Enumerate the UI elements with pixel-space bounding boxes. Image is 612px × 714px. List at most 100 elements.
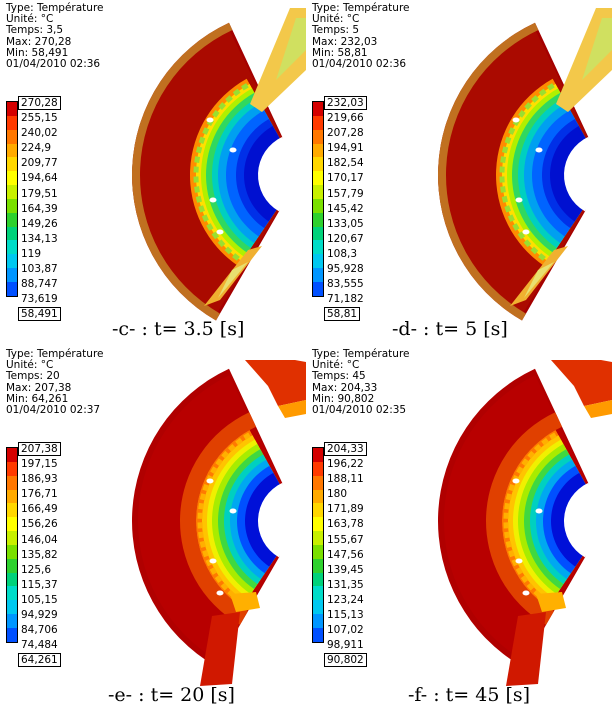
legend-color-step [313,102,323,116]
legend-value: 71,182 [327,293,364,306]
legend-value: 135,82 [21,548,58,561]
legend-value: 115,13 [327,609,364,622]
info-type: Type: Température [312,2,410,14]
legend-value: 145,42 [327,202,364,215]
legend-value: 196,22 [327,458,364,471]
legend-color-bar [312,101,324,297]
legend-color-step [7,268,17,282]
brake-disc-thermal-map [438,360,612,686]
legend-color-step [7,627,17,642]
legend-color-step [313,475,323,490]
legend-value: 73,619 [21,293,58,306]
legend-value: 146,04 [21,533,58,546]
caption-c: -c- : t= 3.5 [s] [112,318,245,340]
caption-e: -e- : t= 20 [s] [108,684,235,706]
info-max: Max: 232,03 [312,35,378,48]
legend-value: 119 [21,247,42,260]
caption-d: -d- : t= 5 [s] [392,318,508,340]
info-type: Type: Température [6,2,104,14]
legend-value: 90,802 [324,653,367,668]
legend-color-step [7,240,17,255]
panel-e: Type: Température Unité: °C Temps: 20 Max: … [0,346,306,692]
legend-value: 83,555 [327,278,364,291]
legend-value: 194,64 [21,172,58,185]
legend-value: 204,33 [324,442,367,456]
legend-value: 170,17 [327,172,364,185]
info-unit: Unité: °C [6,13,54,26]
info-date: 01/04/2010 02:36 [312,58,407,71]
legend-value: 197,15 [21,458,58,471]
legend-color-step [7,572,17,587]
info-date: 01/04/2010 02:37 [6,404,101,417]
info-time: Temps: 5 [312,24,360,37]
legend-color-bar [312,447,324,643]
legend-value: 207,28 [327,127,364,140]
legend-color-step [7,281,17,296]
legend-color-step [313,226,323,241]
legend-value: 147,56 [327,548,364,561]
legend-color-step [313,268,323,282]
info-unit: Unité: °C [312,359,360,372]
legend-color-step [313,531,323,545]
legend-color-step [7,198,17,213]
info-unit: Unité: °C [6,359,54,372]
legend-color-step [7,558,17,573]
legend-color-step [7,115,17,130]
legend-value: 105,15 [21,593,58,606]
legend-value: 64,261 [18,653,61,668]
info-max: Max: 207,38 [6,381,72,394]
legend-value: 164,39 [21,202,58,215]
legend-value: 133,05 [327,217,364,230]
legend-value: 176,71 [21,488,58,501]
panel-f: Type: Température Unité: °C Temps: 45 Max: … [306,346,612,692]
legend-color-step [313,129,323,144]
info-time: Temps: 20 [6,370,60,383]
legend-color-step [313,212,323,227]
legend-value: 139,45 [327,563,364,576]
caption-f: -f- : t= 45 [s] [408,684,531,706]
legend-value: 120,67 [327,232,364,245]
legend-value: 194,91 [327,142,364,155]
legend-color-step [7,614,17,628]
legend-color-step [7,448,17,462]
legend-color-step [313,254,323,269]
legend-value: 149,26 [21,217,58,230]
legend-value: 232,03 [324,96,367,110]
legend-value: 58,491 [18,307,61,322]
legend-color-step [313,586,323,601]
legend-color-step [7,143,17,158]
info-max: Max: 204,33 [312,381,378,394]
panel-d: Type: Température Unité: °C Temps: 5 Max: 2… [306,0,612,346]
legend-color-step [313,198,323,213]
info-min: Min: 90,802 [312,392,375,405]
legend-value: 98,911 [327,639,364,652]
info-min: Min: 58,81 [312,46,368,59]
legend-value: 115,37 [21,578,58,591]
legend-value: 180 [327,488,348,501]
legend-value: 94,929 [21,609,58,622]
legend-color-step [313,185,323,199]
legend-value: 123,24 [327,593,364,606]
info-time: Temps: 3,5 [6,24,64,37]
info-type: Type: Température [312,348,410,360]
legend-color-step [7,531,17,545]
legend-value: 74,484 [21,639,58,652]
legend-color-step [7,600,17,615]
legend-value: 88,747 [21,278,58,291]
legend-color-step [7,254,17,269]
brake-disc-thermal-map [131,8,306,321]
legend-color-step [7,185,17,199]
legend-color-step [313,558,323,573]
legend-value: 103,87 [21,263,58,276]
info-min: Min: 64,261 [6,392,69,405]
legend-color-bar [6,101,18,297]
legend-value: 157,79 [327,187,364,200]
legend-value: 219,66 [327,112,364,125]
legend-value: 84,706 [21,624,58,637]
legend-color-step [7,157,17,172]
info-date: 01/04/2010 02:36 [6,58,101,71]
legend-color-step [7,212,17,227]
legend-value: 131,35 [327,578,364,591]
legend-color-step [7,171,17,186]
legend-color-step [7,544,17,559]
